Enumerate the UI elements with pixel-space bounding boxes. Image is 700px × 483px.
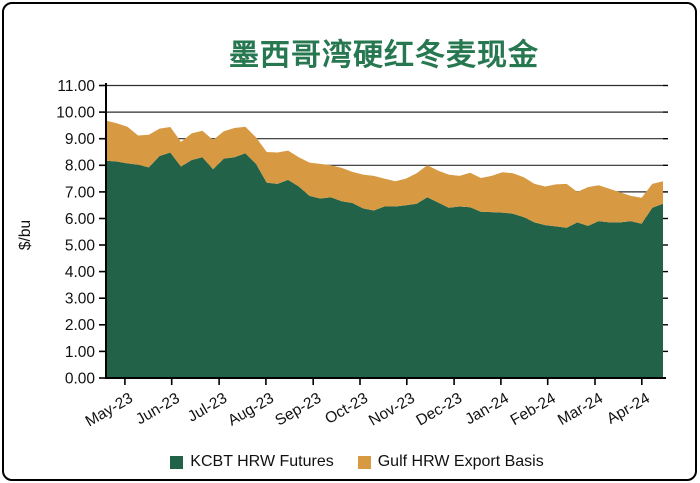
y-tick-label: 1.00 [65,344,96,361]
area-kcbt-futures [106,152,663,378]
legend-item-futures: KCBT HRW Futures [170,453,334,471]
x-tick-label: Feb-24 [508,390,559,429]
y-tick-label: 0.00 [65,370,96,387]
y-tick-label: 6.00 [65,211,96,228]
chart-title: 墨西哥湾硬红冬麦现金 [229,39,539,72]
x-tick-label: Sep-23 [272,390,324,430]
y-tick-label: 7.00 [65,184,96,201]
y-tick-label: 4.00 [65,264,96,281]
legend-item-basis: Gulf HRW Export Basis [357,453,544,471]
y-tick-label: 11.00 [57,78,95,95]
y-tick-label: 10.00 [56,105,95,122]
x-tick-label: Jan-24 [462,390,512,429]
x-tick-label: Jun-23 [133,390,183,428]
x-tick-label: Oct-23 [322,390,371,428]
area-gulf-export-basis [106,120,663,228]
x-tick-label: May-23 [83,390,136,431]
y-tick-label: 2.00 [65,317,96,334]
x-tick-label: Nov-23 [366,390,418,430]
futures-swatch-icon [170,455,184,469]
y-axis-title: $/bu [17,220,34,250]
legend-label-basis: Gulf HRW Export Basis [377,453,544,470]
x-tick-label: Apr-24 [604,390,653,428]
x-tick-label: Aug-23 [225,390,277,430]
y-tick-label: 3.00 [65,291,96,308]
x-tick-label: Jul-23 [185,390,230,426]
y-tick-label: 9.00 [65,131,96,148]
y-tick-label: 5.00 [65,237,96,254]
y-tick-label: 8.00 [65,158,96,175]
x-tick-label: Dec-23 [413,390,465,430]
x-tick-label: Mar-24 [555,390,606,429]
basis-swatch-icon [357,455,371,469]
legend-label-futures: KCBT HRW Futures [190,453,334,470]
legend: KCBT HRW Futures Gulf HRW Export Basis [0,453,700,471]
